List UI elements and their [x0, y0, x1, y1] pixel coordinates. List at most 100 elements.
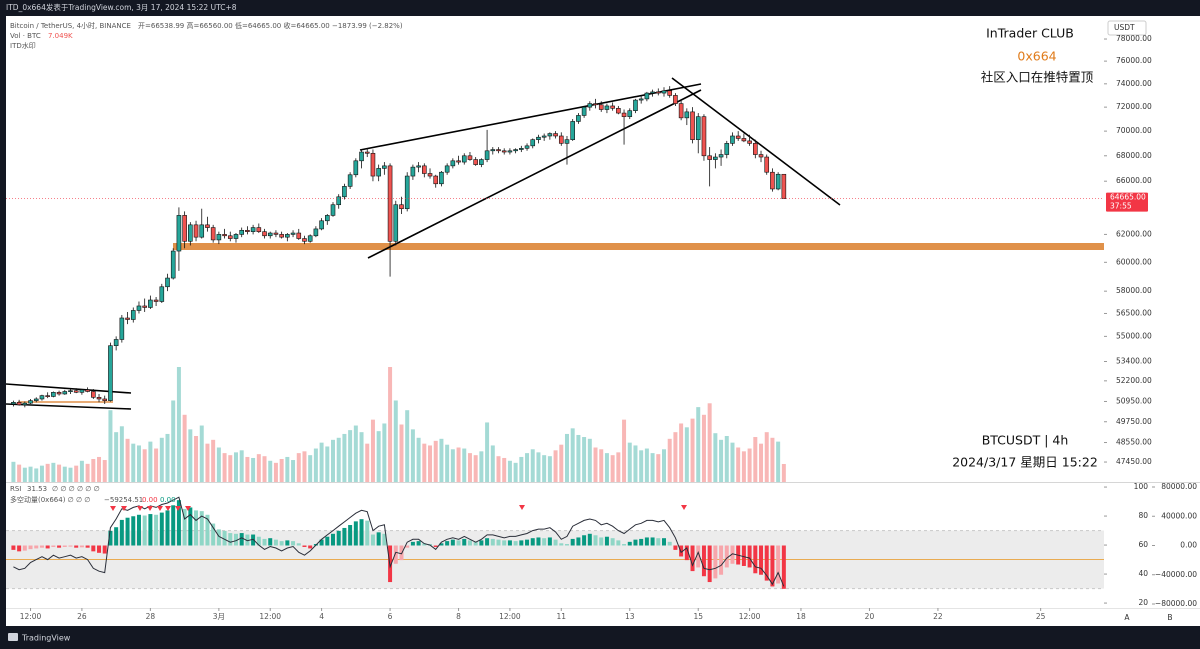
y-tick-label: 53400.00 — [1116, 356, 1152, 365]
volume-bar — [536, 452, 541, 482]
volume-bar — [473, 455, 478, 482]
candle-body — [267, 232, 273, 237]
candle-body — [250, 227, 256, 232]
momentum-bar — [216, 529, 221, 546]
candle-body — [56, 392, 62, 395]
candle-body — [28, 400, 33, 404]
currency-box — [1107, 20, 1147, 36]
momentum-bar — [279, 541, 284, 546]
volume-bar — [416, 437, 421, 482]
candle-body — [530, 139, 536, 147]
last-price-box — [1106, 192, 1148, 212]
volume-bar — [211, 439, 216, 482]
rsi-tick-label: 20 — [1138, 598, 1148, 607]
momentum-bar — [719, 545, 724, 575]
volume-bar — [239, 450, 244, 482]
candle-body — [673, 95, 678, 104]
momentum-bar — [331, 533, 336, 546]
candle-body — [119, 317, 125, 340]
momentum-bar — [673, 545, 678, 550]
volume-label: Vol · BTC — [10, 32, 41, 40]
momentum-bar — [45, 545, 50, 549]
candle-body — [433, 175, 439, 185]
candle-body — [205, 224, 210, 228]
candle-body — [239, 229, 244, 235]
momentum-bar — [456, 540, 461, 546]
momentum-bar — [176, 500, 181, 546]
rsi-tick-label: 80 — [1138, 511, 1148, 520]
candle-body — [188, 224, 193, 242]
momentum-tick-label: 40000.00 — [1161, 511, 1197, 520]
x-tick-label: 11 — [557, 612, 567, 621]
volume-bar — [331, 439, 336, 482]
volume-bar — [22, 467, 27, 482]
candle-body — [159, 286, 165, 302]
momentum-bar — [222, 530, 227, 546]
candle-body — [51, 392, 56, 397]
volume-bar — [450, 449, 455, 482]
candle-body — [695, 116, 701, 140]
candle-body — [473, 159, 478, 165]
volume-bar — [719, 439, 724, 482]
volume-bar — [125, 438, 130, 482]
volume-bar — [279, 459, 284, 482]
signal — [121, 506, 127, 511]
momentum-bar — [496, 539, 501, 546]
candle-body — [113, 339, 119, 347]
y-tick-label: 70000.00 — [1116, 126, 1152, 135]
candle-body — [347, 174, 353, 187]
volume-bar — [485, 422, 490, 482]
x-tick-label: 3月 — [213, 612, 225, 621]
volume-bar — [439, 438, 444, 482]
momentum-bar — [450, 539, 455, 546]
volume-bar — [251, 457, 256, 482]
candle-body — [604, 105, 610, 110]
volume-bar — [502, 457, 507, 482]
candle-body — [667, 90, 673, 96]
momentum-bar — [102, 545, 107, 554]
signal-markers — [110, 505, 687, 511]
momentum-bar — [34, 545, 39, 549]
volume-bar — [176, 367, 181, 482]
signal — [519, 505, 525, 510]
volume-value: 7.049K — [48, 32, 73, 40]
y-tick-label: 50950.00 — [1116, 396, 1152, 405]
volume-bar — [268, 460, 273, 482]
volume-bar — [154, 448, 159, 482]
momentum-bar — [662, 538, 666, 546]
candle-body — [496, 149, 501, 152]
candle-body — [467, 155, 473, 160]
momentum-bar — [68, 545, 73, 547]
candle-body — [142, 305, 147, 308]
brand-logo — [8, 633, 18, 641]
momentum-bar — [502, 540, 507, 546]
volume-bar — [462, 448, 467, 482]
candle-body — [638, 98, 644, 101]
candle-body — [501, 150, 507, 153]
candle-body — [382, 165, 387, 169]
signal — [175, 506, 181, 511]
momentum-bar — [622, 544, 627, 546]
momentum-bar — [119, 519, 124, 546]
momentum-bar — [159, 512, 164, 546]
candle-body — [279, 234, 284, 238]
volume-bar — [530, 449, 535, 482]
volume-bar — [370, 419, 375, 482]
volume-bar — [51, 462, 56, 482]
volume-bar — [604, 453, 609, 482]
volume-bar — [325, 446, 330, 482]
volume-bar — [410, 429, 415, 482]
momentum-bar — [547, 537, 552, 546]
candle-body — [342, 186, 347, 198]
volume-bar — [205, 443, 210, 482]
candle-body — [610, 105, 615, 109]
y-tick-label: 68000.00 — [1116, 151, 1152, 160]
momentum-bar — [39, 545, 44, 548]
candle-body — [193, 224, 199, 238]
candle-body — [701, 116, 707, 157]
volume-bar — [610, 455, 615, 482]
x-tick-label: 8 — [456, 612, 461, 621]
volume-bar — [119, 426, 124, 482]
candle-body — [353, 160, 359, 176]
